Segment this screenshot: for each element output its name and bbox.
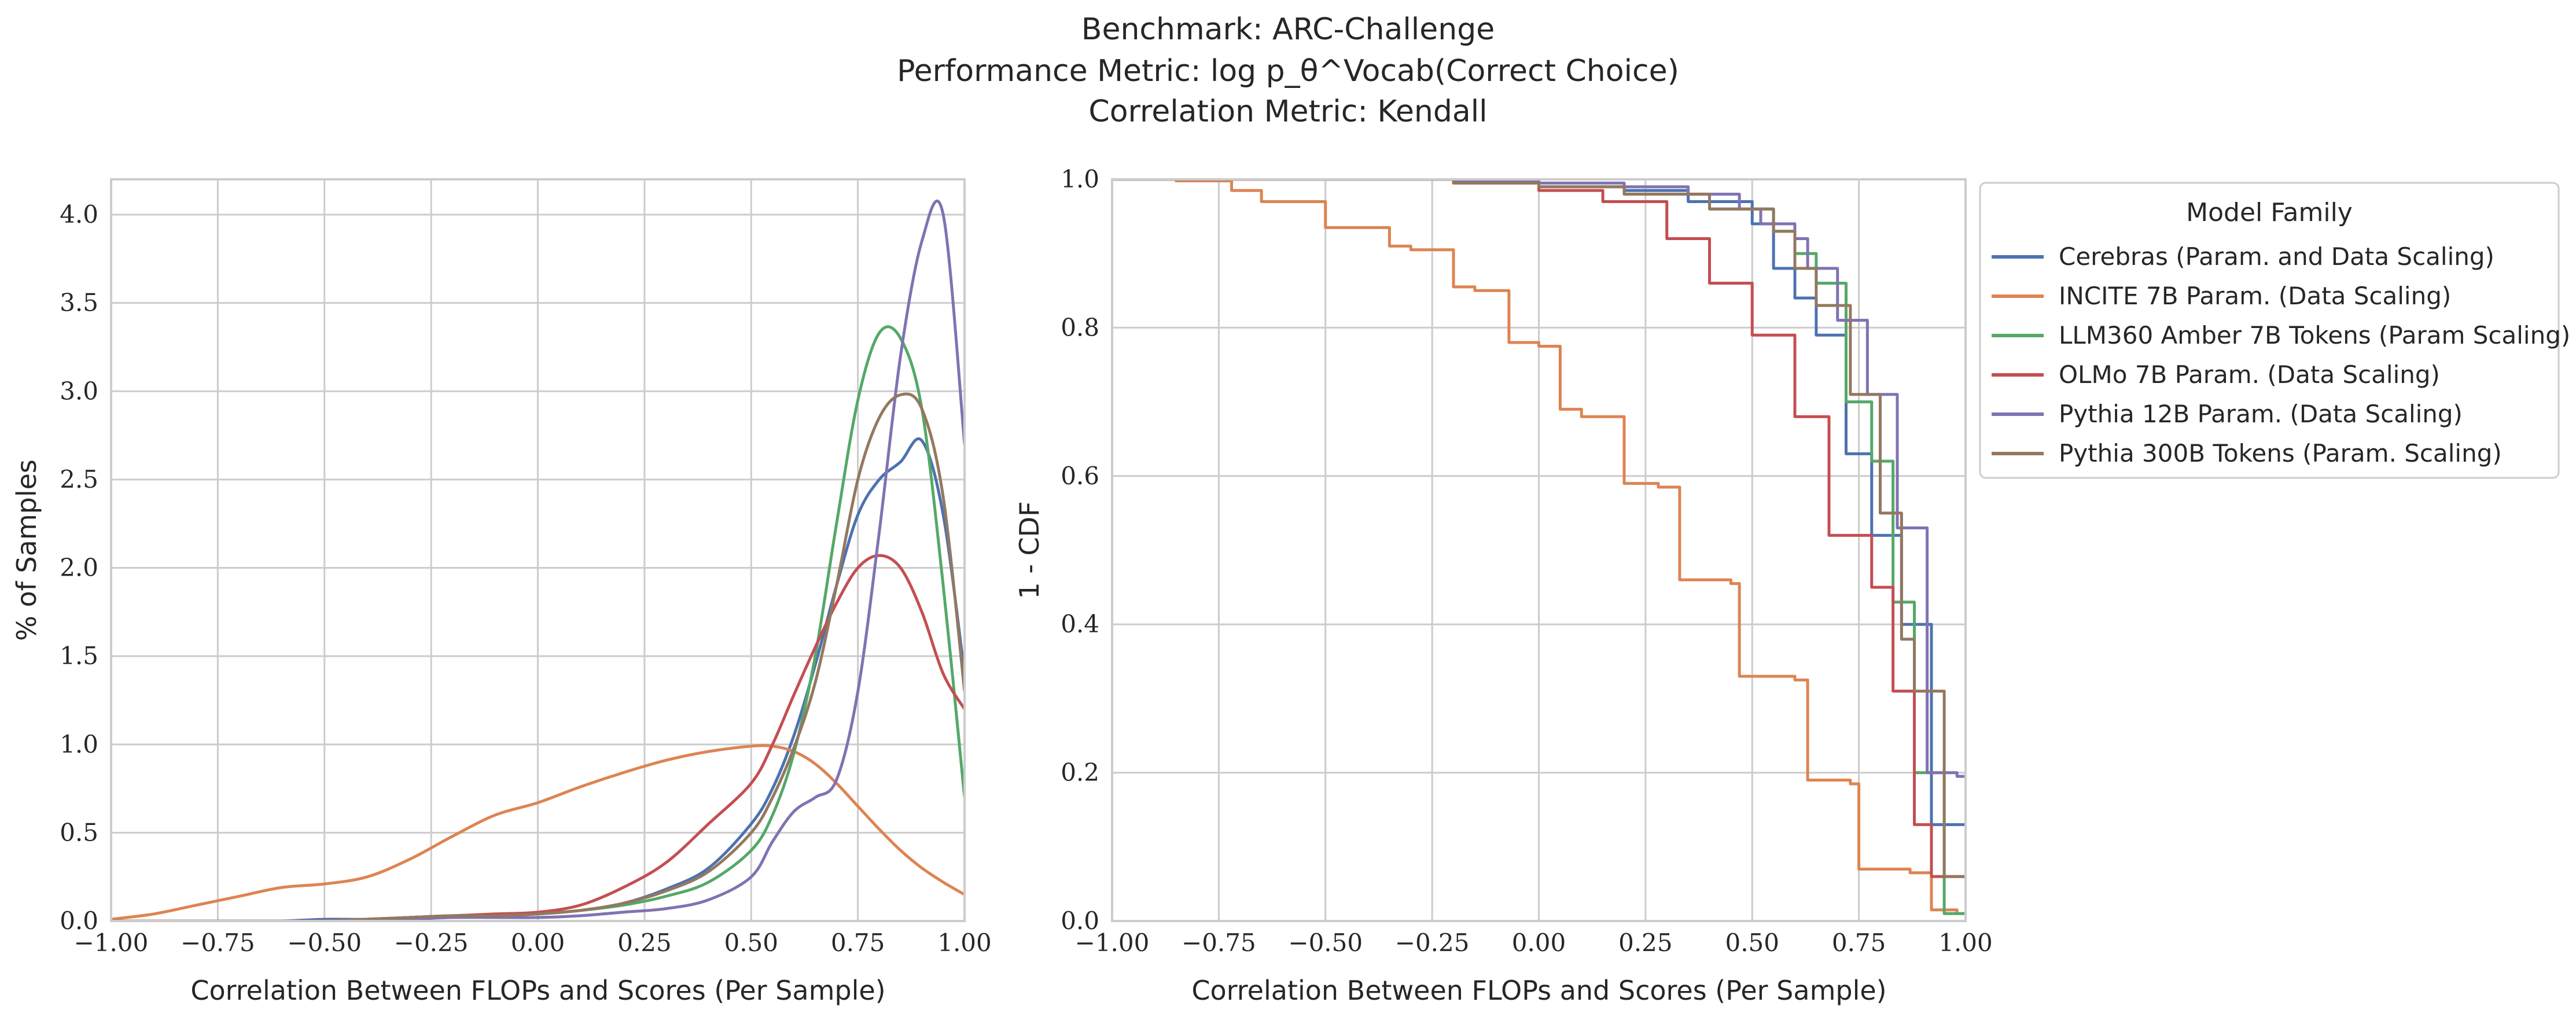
legend-entry-pythia-12b-param-data-scaling: Pythia 12B Param. (Data Scaling) bbox=[2059, 400, 2463, 428]
ccdf-series-pythia-300b-tokens-param-scaling bbox=[1112, 179, 1966, 878]
ccdf-x-axis-label: Correlation Between FLOPs and Scores (Pe… bbox=[1191, 975, 1886, 1006]
kde-x-tick-label: 0.25 bbox=[617, 929, 672, 957]
kde-x-tick-label: −0.25 bbox=[394, 929, 469, 957]
legend-entry-pythia-300b-tokens-param-scaling: Pythia 300B Tokens (Param. Scaling) bbox=[2059, 439, 2502, 467]
kde-series-pythia-12b-param-data-scaling bbox=[111, 199, 965, 921]
kde-x-tick-label: −0.75 bbox=[181, 929, 255, 957]
legend-title: Model Family bbox=[2186, 198, 2353, 227]
ccdf-y-tick-label: 0.4 bbox=[1061, 610, 1099, 638]
ccdf-y-tick-label: 0.8 bbox=[1061, 313, 1099, 341]
ccdf-y-tick-label: 0.6 bbox=[1061, 462, 1099, 490]
kde-y-axis-label: % of Samples bbox=[11, 459, 42, 641]
ccdf-series-incite-7b-param-data-scaling bbox=[1112, 179, 1966, 915]
kde-x-tick-label: 0.00 bbox=[511, 929, 565, 957]
ccdf-plot-frame bbox=[1111, 178, 1967, 922]
ccdf-x-tick-label: −0.50 bbox=[1288, 929, 1363, 957]
ccdf-x-tick-label: 0.50 bbox=[1725, 929, 1779, 957]
kde-x-tick-label: −1.00 bbox=[74, 929, 149, 957]
legend-entry-llm360-amber-7b-tokens-param-scaling: LLM360 Amber 7B Tokens (Param Scaling) bbox=[2059, 321, 2570, 349]
ccdf-series-olmo-7b-param-data-scaling bbox=[1112, 179, 1966, 878]
ccdf-x-tick-label: −0.25 bbox=[1395, 929, 1470, 957]
kde-x-tick-label: 1.00 bbox=[937, 929, 992, 957]
kde-y-tick-label: 4.0 bbox=[60, 200, 98, 229]
kde-y-tick-label: 1.5 bbox=[60, 642, 98, 670]
kde-y-tick-label: 3.0 bbox=[60, 377, 98, 405]
kde-series-incite-7b-param-data-scaling bbox=[111, 744, 965, 921]
kde-x-axis-label: Correlation Between FLOPs and Scores (Pe… bbox=[190, 975, 885, 1006]
kde-y-tick-label: 0.0 bbox=[60, 907, 98, 935]
kde-series-pythia-300b-tokens-param-scaling bbox=[111, 392, 965, 921]
legend-box bbox=[1979, 182, 2560, 479]
ccdf-y-tick-label: 1.0 bbox=[1061, 165, 1099, 193]
kde-y-tick-label: 0.5 bbox=[60, 818, 98, 846]
kde-y-tick-label: 2.0 bbox=[60, 554, 98, 582]
ccdf-x-tick-label: 0.00 bbox=[1512, 929, 1566, 957]
ccdf-y-tick-label: 0.2 bbox=[1061, 758, 1099, 787]
ccdf-x-tick-label: 0.25 bbox=[1618, 929, 1673, 957]
kde-y-tick-label: 1.0 bbox=[60, 730, 98, 758]
kde-y-tick-label: 2.5 bbox=[60, 465, 98, 493]
kde-panel: −1.00 −0.75 −0.50 −0.25 0.00 0.25 0.50 0.75 1.00… bbox=[11, 178, 992, 1006]
ccdf-x-tick-label: 0.75 bbox=[1832, 929, 1886, 957]
title-line-1: Benchmark: ARC-Challenge bbox=[1081, 12, 1495, 47]
legend-entry-olmo-7b-param-data-scaling: OLMo 7B Param. (Data Scaling) bbox=[2059, 360, 2440, 389]
figure-title: Benchmark: ARC-Challenge Performance Met… bbox=[897, 12, 1679, 129]
legend-entry-cerebras-param-and-data-scaling: Cerebras (Param. and Data Scaling) bbox=[2059, 242, 2494, 271]
ccdf-y-tick-label: 0.0 bbox=[1061, 907, 1099, 935]
ccdf-y-axis-label: 1 - CDF bbox=[1014, 501, 1045, 599]
title-line-2: Performance Metric: log p_θ^Vocab(Correc… bbox=[897, 54, 1679, 89]
kde-x-tick-label: 0.75 bbox=[831, 929, 885, 957]
ccdf-panel: −1.00 −0.75 −0.50 −0.25 0.00 0.25 0.50 0.75 1.00… bbox=[1014, 165, 1993, 1006]
kde-x-tick-label: −0.50 bbox=[287, 929, 362, 957]
kde-x-tick-label: 0.50 bbox=[724, 929, 778, 957]
ccdf-x-tick-label: −0.75 bbox=[1182, 929, 1256, 957]
legend-entry-incite-7b-param-data-scaling: INCITE 7B Param. (Data Scaling) bbox=[2059, 282, 2451, 310]
kde-y-tick-label: 3.5 bbox=[60, 289, 98, 317]
kde-plot-frame bbox=[110, 178, 966, 922]
ccdf-x-tick-label: −1.00 bbox=[1075, 929, 1150, 957]
kde-series-olmo-7b-param-data-scaling bbox=[111, 554, 965, 921]
legend: Model Family Cerebras (Param. and Data S… bbox=[1979, 182, 2570, 479]
title-line-3: Correlation Metric: Kendall bbox=[1088, 94, 1487, 129]
ccdf-x-tick-label: 1.00 bbox=[1938, 929, 1993, 957]
